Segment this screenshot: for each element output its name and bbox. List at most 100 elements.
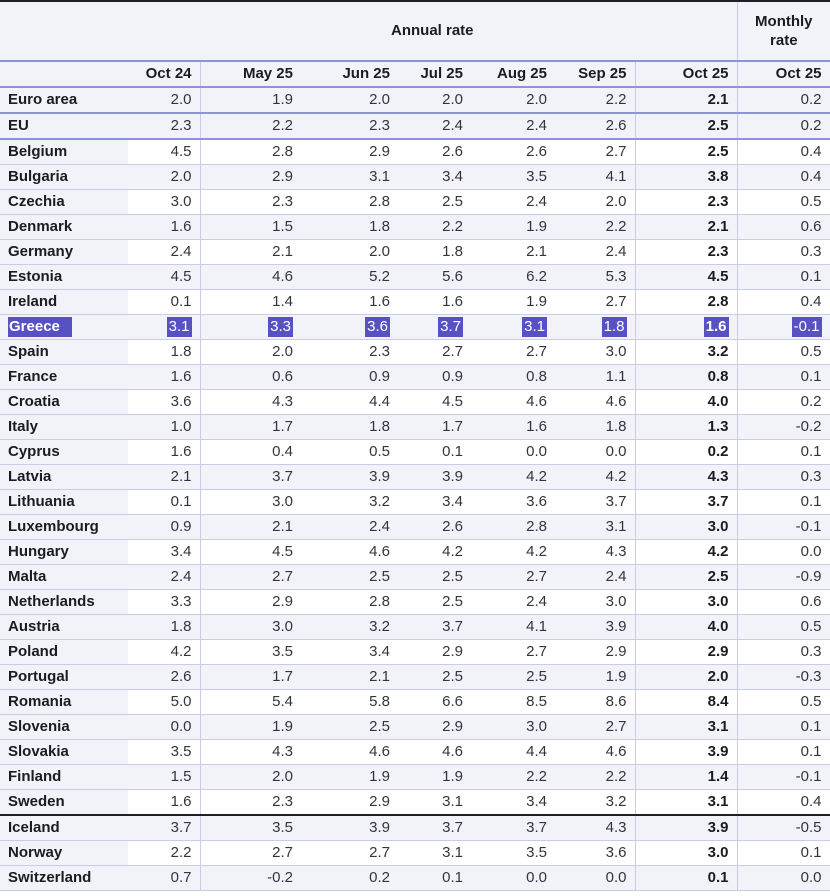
value-cell: 1.9 — [398, 764, 471, 790]
value-cell: 0.1 — [737, 264, 830, 290]
value-cell: 1.8 — [398, 239, 471, 265]
value-text: 0.2 — [707, 443, 729, 460]
value-text: 3.9 — [369, 468, 390, 485]
value-cell: 2.8 — [635, 289, 738, 315]
country-label: Slovenia — [8, 718, 70, 735]
value-text: 3.6 — [365, 317, 390, 337]
value-text: 4.4 — [526, 743, 547, 760]
country-cell: Portugal — [0, 664, 128, 690]
table-row: Lithuania 0.1 3.0 3.2 3.4 3.6 3.7 3.7 0.1 — [0, 489, 830, 515]
value-text: 2.1 — [170, 468, 192, 485]
value-text: 1.9 — [605, 668, 627, 685]
value-text: 0.2 — [800, 117, 822, 134]
value-cell: 1.4 — [200, 289, 301, 315]
value-text: 2.5 — [707, 143, 729, 160]
country-label: Belgium — [8, 143, 68, 160]
value-cell: 4.6 — [200, 264, 301, 290]
value-cell: 2.9 — [301, 789, 398, 816]
value-cell: 0.1 — [128, 289, 201, 315]
value-text: 6.2 — [526, 268, 547, 285]
table-row: Latvia 2.1 3.7 3.9 3.9 4.2 4.2 4.3 0.3 — [0, 464, 830, 490]
value-text: 2.0 — [442, 91, 463, 108]
value-text: 1.6 — [526, 418, 547, 435]
value-cell: 4.5 — [128, 264, 201, 290]
value-cell: 2.5 — [398, 664, 471, 690]
country-cell: Luxembourg — [0, 514, 128, 540]
value-text: 2.8 — [526, 518, 547, 535]
value-cell: 2.0 — [635, 664, 738, 690]
country-label: Sweden — [8, 793, 65, 810]
value-cell: 4.4 — [471, 739, 555, 765]
table-row: Hungary 3.4 4.5 4.6 4.2 4.2 4.3 4.2 0.0 — [0, 539, 830, 565]
value-cell: 2.3 — [301, 113, 398, 140]
value-text: 2.1 — [272, 243, 293, 260]
value-text: -0.9 — [795, 568, 822, 585]
value-text: 3.6 — [170, 393, 192, 410]
country-cell: EU — [0, 113, 128, 140]
value-cell: 3.9 — [635, 814, 738, 841]
country-cell: Cyprus — [0, 439, 128, 465]
value-text: 3.9 — [707, 743, 729, 760]
country-cell: Iceland — [0, 814, 128, 841]
table-row: Euro area 2.0 1.9 2.0 2.0 2.0 2.2 2.1 0.2 — [0, 87, 830, 114]
value-text: 1.6 — [170, 793, 192, 810]
column-header-oct24: Oct 24 — [128, 61, 201, 88]
value-text: 2.1 — [369, 668, 390, 685]
value-text: 0.9 — [442, 368, 463, 385]
value-text: 2.5 — [526, 668, 547, 685]
value-cell: 4.2 — [128, 639, 201, 665]
value-cell: 2.5 — [635, 139, 738, 165]
value-cell: -0.2 — [200, 865, 301, 891]
value-cell: 3.1 — [635, 789, 738, 816]
value-cell: 1.9 — [200, 87, 301, 114]
value-cell: 2.5 — [635, 564, 738, 590]
value-text: 0.5 — [800, 193, 822, 210]
value-text: 4.1 — [605, 168, 627, 185]
value-text: 0.5 — [800, 693, 822, 710]
value-text: 2.5 — [442, 668, 463, 685]
value-text: 0.3 — [800, 243, 822, 260]
country-label: Cyprus — [8, 443, 60, 460]
value-cell: 4.5 — [398, 389, 471, 415]
value-cell: 1.9 — [301, 764, 398, 790]
value-cell: 1.9 — [200, 714, 301, 740]
value-text: 3.2 — [369, 618, 390, 635]
column-header-sep25: Sep 25 — [555, 61, 636, 88]
value-text: 3.7 — [170, 819, 192, 836]
value-text: 2.9 — [272, 168, 293, 185]
value-cell: 3.3 — [200, 314, 301, 340]
value-cell: 3.7 — [555, 489, 636, 515]
country-label: Poland — [8, 643, 59, 660]
value-text: 2.9 — [369, 143, 390, 160]
value-text: 0.1 — [800, 844, 822, 861]
value-cell: 2.6 — [128, 664, 201, 690]
country-cell: Finland — [0, 764, 128, 790]
value-text: 3.4 — [369, 643, 390, 660]
value-text: 2.9 — [442, 718, 463, 735]
value-text: 2.7 — [605, 143, 627, 160]
value-text: 1.6 — [369, 293, 390, 310]
value-cell: 2.3 — [200, 789, 301, 816]
value-text: 2.2 — [526, 768, 547, 785]
value-cell: 2.1 — [635, 87, 738, 114]
value-cell: 4.3 — [635, 464, 738, 490]
value-cell: 0.1 — [737, 364, 830, 390]
value-text: -0.2 — [795, 418, 822, 435]
value-cell: 3.2 — [635, 339, 738, 365]
value-cell: 4.6 — [301, 539, 398, 565]
value-cell: 0.5 — [737, 614, 830, 640]
corner-cell — [0, 1, 128, 62]
value-text: 2.8 — [369, 593, 390, 610]
value-text: 2.7 — [526, 568, 547, 585]
value-cell: 4.5 — [128, 139, 201, 165]
value-text: 4.2 — [707, 543, 729, 560]
country-label: Romania — [8, 693, 72, 710]
value-cell: 4.3 — [200, 389, 301, 415]
value-cell: 4.6 — [301, 739, 398, 765]
value-text: 2.3 — [369, 117, 390, 134]
value-text: 4.2 — [526, 543, 547, 560]
country-cell: Greece — [0, 314, 128, 340]
month-header-row: Oct 24 May 25 Jun 25 Jul 25 Aug 25 Sep 2… — [0, 61, 830, 88]
value-text: 2.2 — [605, 218, 627, 235]
